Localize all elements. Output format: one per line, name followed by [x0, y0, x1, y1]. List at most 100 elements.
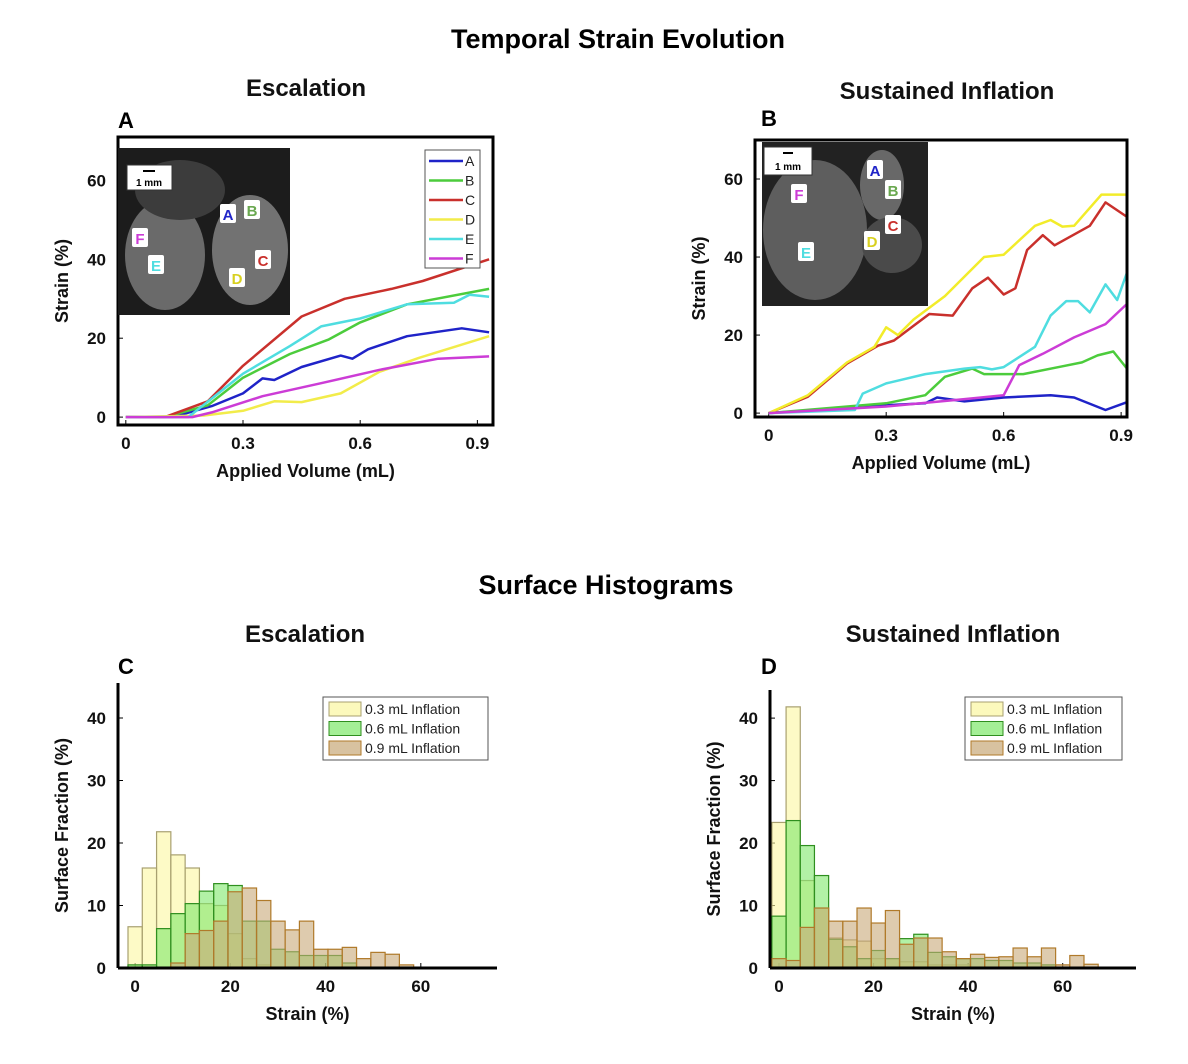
- x-tick-label: 0: [130, 977, 139, 996]
- x-tick-label: 60: [411, 977, 430, 996]
- x-tick-label: 60: [1053, 977, 1072, 996]
- panel-b-chart: 0 0.3 0.6 0.9 0 20 40 60 Applied Volume (mL) Stra…: [689, 138, 1133, 473]
- y-tick-label: 30: [87, 772, 106, 791]
- histogram-bar: [284, 929, 301, 969]
- scale-bar-label: 1 mm: [136, 178, 162, 189]
- scale-bar-label: 1 mm: [775, 162, 801, 173]
- legend-label: 0.6 mL Inflation: [365, 721, 460, 737]
- histogram-bar: [127, 926, 143, 969]
- x-tick-label: 0.3: [874, 426, 898, 445]
- histogram-bar: [1040, 947, 1057, 969]
- inset-label-box: [885, 180, 901, 199]
- legend-label: 0.9 mL Inflation: [365, 740, 460, 756]
- histogram-bar: [813, 907, 830, 969]
- histogram-bar: [341, 946, 358, 969]
- legend-box: [424, 149, 481, 269]
- series-line-d: [768, 193, 1127, 415]
- series-line-c: [125, 258, 490, 419]
- y-tick-label: 20: [739, 834, 758, 853]
- histogram-bar: [927, 937, 943, 969]
- y-tick-label: 60: [87, 171, 106, 190]
- y-axis-label: Surface Fraction (%): [704, 741, 724, 916]
- histogram-bar: [227, 891, 243, 969]
- panel-b-title: Sustained Inflation: [840, 78, 1055, 105]
- y-tick-label: 40: [87, 709, 106, 728]
- histogram-bar: [270, 920, 286, 969]
- series-line-d: [125, 335, 490, 419]
- y-tick-label: 20: [87, 834, 106, 853]
- histogram-bar: [1026, 956, 1043, 969]
- figure-title: Temporal Strain Evolution: [451, 24, 785, 54]
- histogram-bar: [856, 907, 872, 969]
- histogram-bar: [370, 951, 386, 969]
- panel-a-title: Escalation: [246, 75, 366, 102]
- series-line-a: [125, 327, 490, 419]
- histogram-bar: [298, 920, 315, 969]
- histogram-bar: [327, 948, 343, 969]
- legend-label: B: [465, 173, 474, 189]
- inset-label-box: [798, 242, 814, 261]
- inset-region-label: D: [867, 234, 878, 251]
- histogram-bar: [828, 920, 844, 969]
- panel-c-chart: 0 20 40 60 0 10 20 30 40 Strain (%) Surface Fracti…: [52, 683, 497, 1024]
- series-line-e: [125, 293, 490, 419]
- inset-label-box: [864, 231, 880, 250]
- histogram-section-title: Surface Histograms: [478, 570, 733, 600]
- histogram-bar: [1012, 947, 1028, 969]
- y-axis-label: Strain (%): [52, 239, 72, 323]
- legend-label: D: [465, 212, 475, 228]
- inset-label-box: [220, 204, 236, 223]
- y-tick-label: 40: [739, 709, 758, 728]
- y-tick-label: 0: [97, 408, 106, 427]
- legend-label: 0.9 mL Inflation: [1007, 740, 1102, 756]
- panel-d-title: Sustained Inflation: [846, 621, 1061, 648]
- inset-region-label: E: [801, 245, 811, 262]
- y-tick-label: 40: [724, 248, 743, 267]
- inset-region-label: C: [258, 253, 269, 270]
- histogram-bar: [842, 920, 858, 969]
- histogram-bar: [313, 948, 329, 969]
- x-tick-label: 0.6: [992, 426, 1016, 445]
- panel-d-label: D: [761, 654, 777, 679]
- legend-swatch: [970, 740, 1004, 756]
- panel-d-chart: 0 20 40 60 0 10 20 30 40 Strain (%) Surface Fracti…: [704, 690, 1136, 1024]
- inset-label-box: [885, 215, 901, 234]
- x-tick-label: 40: [316, 977, 335, 996]
- y-tick-label: 60: [724, 170, 743, 189]
- y-axis-label: Strain (%): [689, 236, 709, 320]
- panel-a-chart: 0 0.3 0.6 0.9 0 20 40 60 Applied Volume (mL) Stra…: [52, 135, 495, 481]
- histogram-bar: [155, 928, 172, 969]
- plot-frame: [753, 138, 1129, 419]
- series-line-f: [125, 355, 490, 419]
- inset-label-box: [229, 268, 245, 287]
- inset-label-box: [791, 184, 807, 203]
- panel-c-label: C: [118, 654, 134, 679]
- legend-swatch: [328, 701, 362, 717]
- histogram-bar: [141, 867, 158, 969]
- histogram-bar: [255, 899, 272, 969]
- inset-image-b: 1 mm: [762, 142, 928, 306]
- legend-label: F: [465, 251, 474, 267]
- x-tick-label: 0.9: [466, 434, 490, 453]
- inset-region-label: A: [223, 207, 234, 224]
- panel-b-label: B: [761, 106, 777, 131]
- y-axis-label: Surface Fraction (%): [52, 738, 72, 913]
- legend-label: 0.6 mL Inflation: [1007, 721, 1102, 737]
- legend-label: C: [465, 192, 475, 208]
- legend-swatch: [328, 721, 362, 736]
- inset-label-box: [244, 200, 260, 219]
- y-tick-label: 10: [87, 897, 106, 916]
- histogram-bar: [384, 953, 400, 969]
- y-tick-label: 40: [87, 250, 106, 269]
- x-tick-label: 0: [764, 426, 773, 445]
- x-tick-label: 20: [864, 977, 883, 996]
- series-line-b: [768, 350, 1128, 415]
- histogram-bar: [241, 887, 258, 969]
- x-tick-label: 40: [959, 977, 978, 996]
- legend-label: 0.3 mL Inflation: [365, 701, 460, 717]
- x-tick-label: 0: [121, 434, 130, 453]
- y-tick-label: 20: [724, 326, 743, 345]
- legend-label: 0.3 mL Inflation: [1007, 701, 1102, 717]
- legend-swatch: [970, 721, 1004, 736]
